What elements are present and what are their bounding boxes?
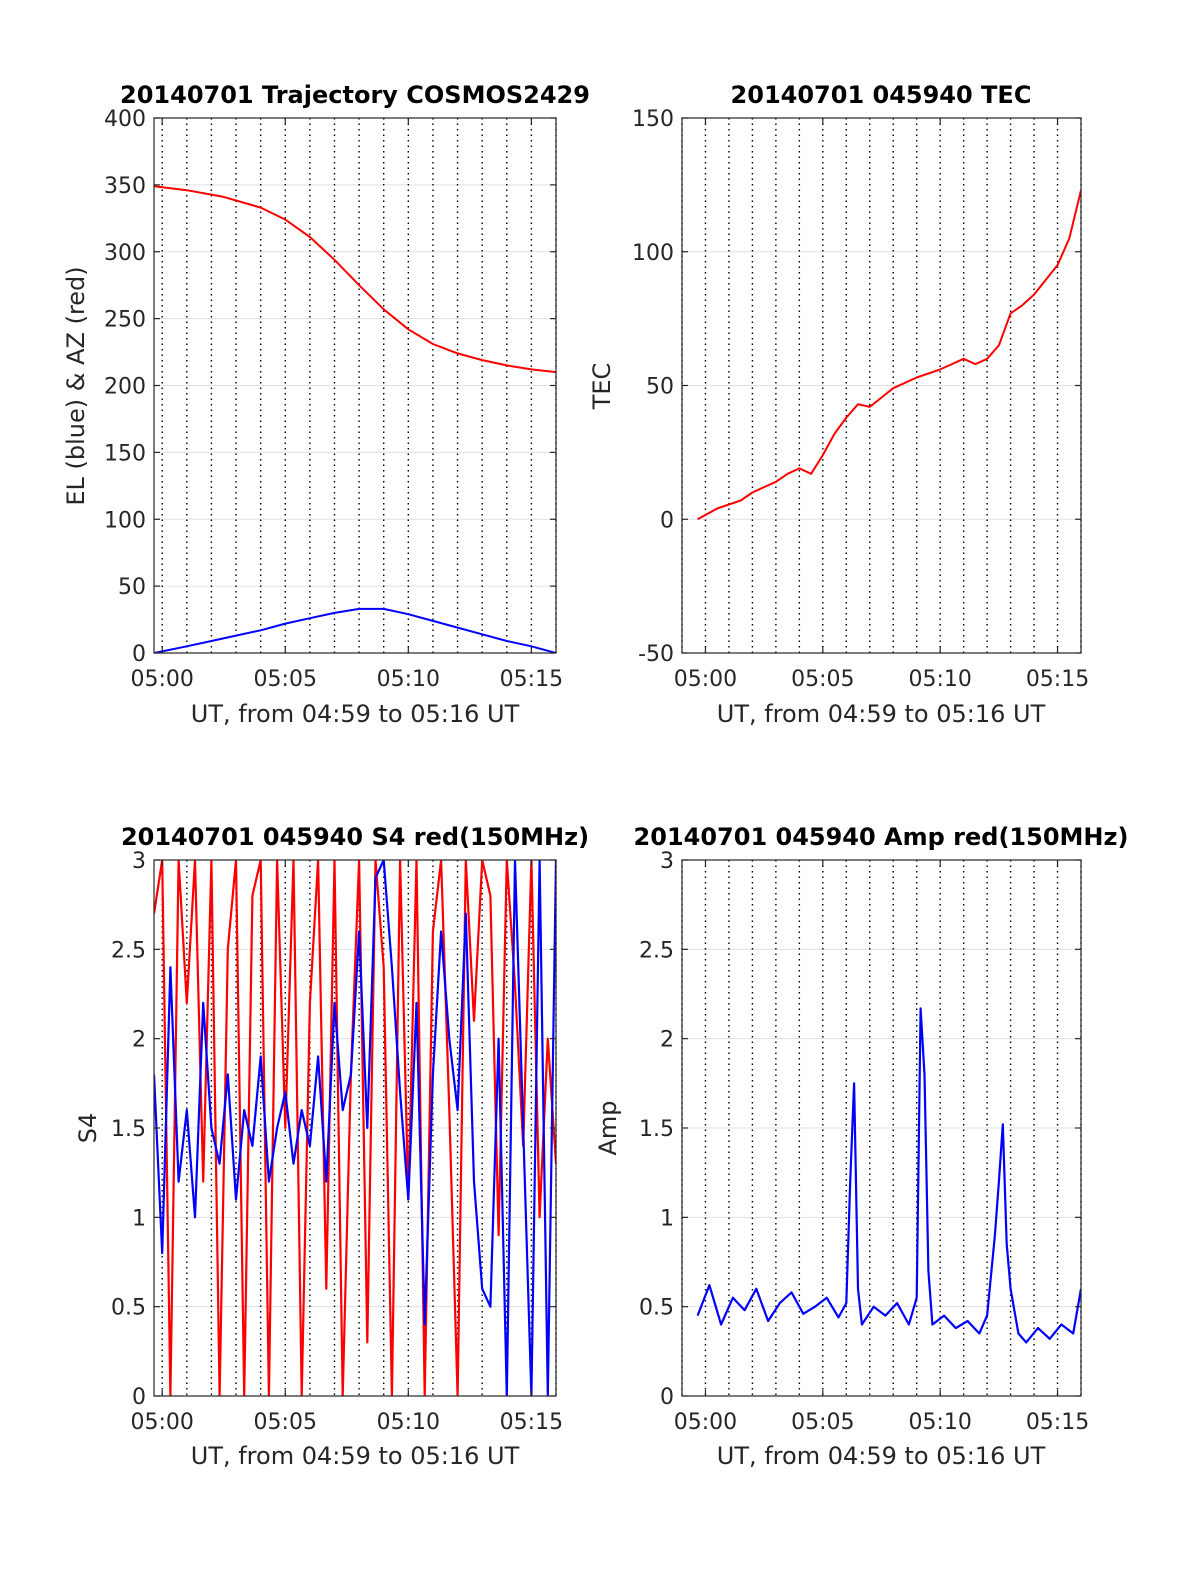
trajectory-series-0 — [154, 185, 556, 374]
s4-ytick-label: 2 — [132, 1028, 146, 1053]
amp-ytick-label: 1.5 — [639, 1117, 674, 1142]
tec-title: 20140701 045940 TEC — [731, 81, 1032, 109]
trajectory-ytick-label: 400 — [104, 107, 146, 132]
s4-xtick-label: 05:15 — [500, 1410, 563, 1435]
trajectory-ytick-label: 100 — [104, 508, 146, 533]
amp-series-0 — [696, 1007, 1081, 1344]
s4-title: 20140701 045940 S4 red(150MHz) — [121, 823, 589, 851]
trajectory-panel: 20140701 Trajectory COSMOS2429 UT, from … — [62, 81, 590, 728]
amp-ytick-label: 3 — [660, 849, 674, 874]
tec-xtick-label: 05:05 — [791, 667, 854, 692]
tec-series-0 — [697, 189, 1081, 521]
s4-panel: 20140701 045940 S4 red(150MHz) UT, from … — [74, 823, 589, 1470]
trajectory-ytick-label: 150 — [104, 441, 146, 466]
amp-ytick-label: 0 — [660, 1385, 674, 1410]
trajectory-xlabel: UT, from 04:59 to 05:16 UT — [191, 700, 520, 728]
tec-ytick-label: -50 — [638, 642, 674, 667]
trajectory-xtick-label: 05:00 — [131, 667, 194, 692]
s4-xtick-label: 05:05 — [254, 1410, 317, 1435]
tec-xtick-label: 05:00 — [674, 667, 737, 692]
trajectory-xtick-label: 05:05 — [254, 667, 317, 692]
amp-ytick-label: 0.5 — [639, 1296, 674, 1321]
trajectory-ytick-label: 300 — [104, 241, 146, 266]
tec-ytick-label: 0 — [660, 508, 674, 533]
amp-ylabel: Amp — [594, 1100, 622, 1155]
trajectory-ytick-label: 250 — [104, 308, 146, 333]
trajectory-ytick-label: 200 — [104, 375, 146, 400]
amp-ytick-label: 2 — [660, 1028, 674, 1053]
tec-xlabel: UT, from 04:59 to 05:16 UT — [717, 700, 1046, 728]
trajectory-ylabel: EL (blue) & AZ (red) — [62, 266, 90, 505]
s4-series-1 — [154, 860, 556, 1396]
trajectory-xtick-label: 05:10 — [377, 667, 440, 692]
trajectory-ytick-label: 350 — [104, 174, 146, 199]
trajectory-series-1 — [154, 607, 556, 653]
amp-panel: 20140701 045940 Amp red(150MHz) UT, from… — [594, 823, 1128, 1470]
amp-ytick-label: 1 — [660, 1206, 674, 1231]
tec-panel: 20140701 045940 TEC UT, from 04:59 to 05… — [588, 81, 1089, 728]
s4-xlabel: UT, from 04:59 to 05:16 UT — [191, 1442, 520, 1470]
amp-xtick-label: 05:05 — [791, 1410, 854, 1435]
s4-ytick-label: 0 — [132, 1385, 146, 1410]
trajectory-ytick-label: 50 — [118, 575, 146, 600]
s4-ytick-label: 2.5 — [111, 938, 146, 963]
tec-ylabel: TEC — [588, 363, 616, 411]
tec-ytick-label: 50 — [646, 375, 674, 400]
s4-ytick-label: 0.5 — [111, 1296, 146, 1321]
amp-title: 20140701 045940 Amp red(150MHz) — [634, 823, 1129, 851]
tec-xtick-label: 05:10 — [908, 667, 971, 692]
s4-ylabel: S4 — [74, 1113, 102, 1144]
tec-ytick-label: 100 — [632, 241, 674, 266]
s4-ytick-label: 1.5 — [111, 1117, 146, 1142]
s4-series-0 — [154, 860, 556, 1396]
s4-xtick-label: 05:00 — [131, 1410, 194, 1435]
trajectory-title: 20140701 Trajectory COSMOS2429 — [120, 81, 590, 109]
tec-xtick-label: 05:15 — [1026, 667, 1089, 692]
tec-ytick-label: 150 — [632, 107, 674, 132]
amp-ytick-label: 2.5 — [639, 938, 674, 963]
amp-xtick-label: 05:15 — [1026, 1410, 1089, 1435]
amp-xtick-label: 05:00 — [674, 1410, 737, 1435]
amp-xtick-label: 05:10 — [908, 1410, 971, 1435]
s4-ytick-label: 3 — [132, 849, 146, 874]
trajectory-xtick-label: 05:15 — [500, 667, 563, 692]
s4-ytick-label: 1 — [132, 1206, 146, 1231]
s4-xtick-label: 05:10 — [377, 1410, 440, 1435]
amp-xlabel: UT, from 04:59 to 05:16 UT — [717, 1442, 1046, 1470]
trajectory-ytick-label: 0 — [132, 642, 146, 667]
